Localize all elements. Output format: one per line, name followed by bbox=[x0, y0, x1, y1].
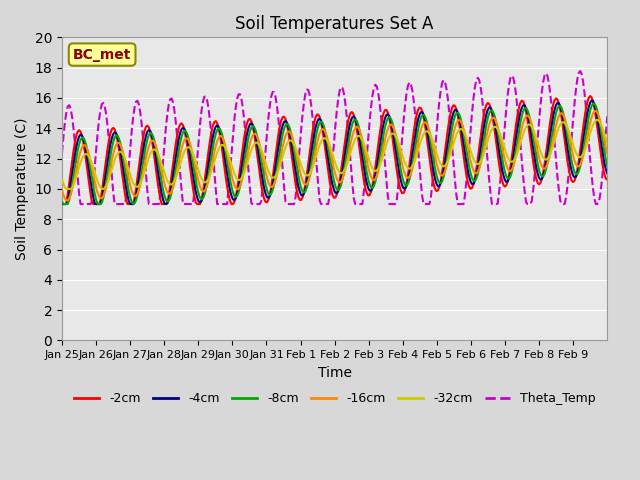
Title: Soil Temperatures Set A: Soil Temperatures Set A bbox=[236, 15, 434, 33]
Y-axis label: Soil Temperature (C): Soil Temperature (C) bbox=[15, 118, 29, 260]
Text: BC_met: BC_met bbox=[73, 48, 131, 61]
X-axis label: Time: Time bbox=[317, 366, 351, 380]
Legend: -2cm, -4cm, -8cm, -16cm, -32cm, Theta_Temp: -2cm, -4cm, -8cm, -16cm, -32cm, Theta_Te… bbox=[69, 387, 600, 410]
